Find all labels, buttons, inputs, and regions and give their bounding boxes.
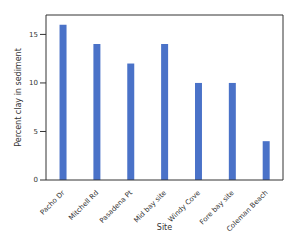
svg-text:15: 15 — [29, 31, 38, 39]
svg-text:Coleman Beach: Coleman Beach — [225, 189, 269, 233]
svg-text:Pacho Dr: Pacho Dr — [39, 189, 67, 217]
svg-text:Mitchell Rd: Mitchell Rd — [67, 189, 100, 222]
svg-text:0: 0 — [34, 176, 38, 184]
svg-text:Mid bay site: Mid bay site — [132, 189, 168, 225]
svg-text:Percent clay in sediment: Percent clay in sediment — [14, 48, 23, 147]
svg-text:Windy Cove: Windy Cove — [167, 189, 202, 224]
svg-text:Pasadena Pt: Pasadena Pt — [98, 189, 134, 225]
svg-text:Site: Site — [157, 223, 172, 232]
svg-text:5: 5 — [34, 128, 38, 136]
svg-text:10: 10 — [29, 79, 38, 87]
svg-text:Fore bay site: Fore bay site — [198, 189, 236, 227]
